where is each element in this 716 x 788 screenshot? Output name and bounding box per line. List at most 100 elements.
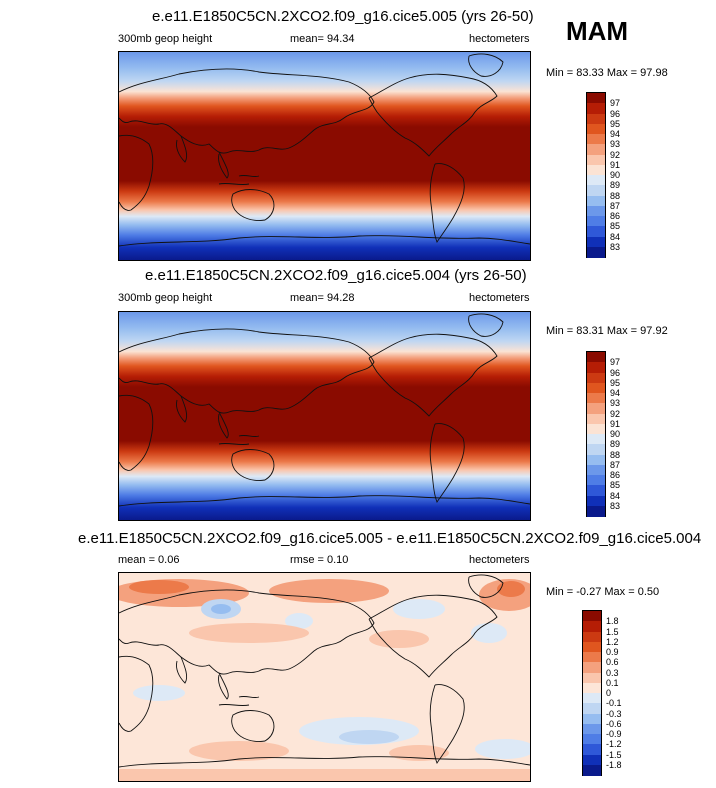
colorbar-swatch <box>583 672 601 684</box>
colorbar-tick-label: -0.9 <box>606 729 622 739</box>
colorbar-tick-label: 92 <box>610 149 621 160</box>
colorbar-tick-label: 93 <box>610 139 621 150</box>
panel-top-mean-label: mean= 94.34 <box>290 33 355 45</box>
colorbar-tick-label: -0.6 <box>606 718 622 729</box>
colorbar-tick-label: 83 <box>610 241 621 252</box>
panel-middle-minmax: Min = 83.31 Max = 97.92 <box>546 325 668 337</box>
colorbar-tick-label: 0 <box>606 688 612 698</box>
colorbar-swatch <box>583 693 601 704</box>
panel-top-map <box>118 51 531 261</box>
colorbar-swatch <box>587 175 605 186</box>
colorbar-swatch <box>583 703 601 714</box>
colorbar-swatch <box>587 195 605 207</box>
colorbar-tick-label: 0.1 <box>606 677 619 688</box>
colorbar-tick-label: 91 <box>610 159 621 170</box>
colorbar-tick-label: 1.2 <box>606 636 619 647</box>
colorbar-swatch <box>583 754 601 766</box>
season-label: MAM <box>566 16 629 46</box>
panel-diff-units-label: hectometers <box>469 554 530 566</box>
colorbar-swatch <box>587 393 605 404</box>
colorbar-swatch <box>587 246 605 258</box>
colorbar-swatch <box>587 454 605 466</box>
colorbar-tick-label: -1.5 <box>606 749 622 760</box>
colorbar-swatch <box>587 505 605 517</box>
colorbar-swatch <box>583 611 601 622</box>
colorbar-swatch <box>587 362 605 373</box>
colorbar-swatch <box>583 682 601 694</box>
colorbar-swatch <box>587 434 605 445</box>
map-field <box>119 573 530 781</box>
colorbar-tick-label: 0.9 <box>606 647 619 657</box>
colorbar-tick-label: 86 <box>610 470 621 480</box>
colorbar-swatch <box>587 144 605 155</box>
colorbar-tick-label: 85 <box>610 221 621 232</box>
colorbar-tick-label: 94 <box>610 129 621 139</box>
colorbar-swatch <box>583 641 601 653</box>
colorbar-swatch <box>587 352 605 363</box>
colorbar-swatch <box>587 485 605 496</box>
panel-diff-rmse-label: rmse = 0.10 <box>290 554 349 566</box>
colorbar-swatch <box>587 216 605 227</box>
colorbar-swatch <box>583 713 601 725</box>
colorbar-swatch <box>587 164 605 176</box>
colorbar-tick-label: 0.3 <box>606 667 619 678</box>
colorbar-swatch <box>583 631 601 643</box>
colorbar-tick-label: -1.2 <box>606 739 622 750</box>
colorbar-swatch <box>583 734 601 745</box>
colorbar-swatch <box>587 185 605 196</box>
colorbar-tick-label: -0.1 <box>606 698 622 709</box>
colorbar-swatch <box>587 403 605 414</box>
colorbar-tick-label: 92 <box>610 408 621 419</box>
colorbar-tick-label: 89 <box>610 180 621 191</box>
colorbar-tick-label: 88 <box>610 449 621 460</box>
colorbar-swatch <box>587 444 605 455</box>
panel-top-minmax: Min = 83.33 Max = 97.98 <box>546 67 668 79</box>
colorbar-swatch <box>583 621 601 632</box>
colorbar-swatch <box>587 205 605 217</box>
colorbar-tick-label: 1.5 <box>606 626 619 637</box>
panel-middle-map <box>118 311 531 521</box>
colorbar-tick-label: 87 <box>610 200 621 211</box>
coastline-layer <box>119 574 530 768</box>
colorbar-swatch <box>587 123 605 135</box>
colorbar-swatch <box>587 382 605 394</box>
colorbar-swatch <box>583 744 601 755</box>
colorbar-tick-label: 94 <box>610 388 621 398</box>
colorbar-swatch <box>587 134 605 145</box>
panel-diff-minmax: Min = -0.27 Max = 0.50 <box>546 586 660 598</box>
colorbar-tick-label: 88 <box>610 190 621 201</box>
colorbar-tick-label: 96 <box>610 108 621 119</box>
panel-top-variable-label: 300mb geop height <box>118 33 213 45</box>
colorbar-tick-label: 96 <box>610 367 621 378</box>
colorbar-swatch <box>587 475 605 486</box>
colorbar-swatch <box>587 93 605 104</box>
colorbar-tick-label: 91 <box>610 418 621 429</box>
panel-middle-colorbar: 97 96 95 94 93 92 91 90 89 88 87 86 85 84 83 <box>586 351 620 517</box>
map-field <box>119 312 530 520</box>
panel-diff-title: e.e11.E1850C5CN.2XCO2.f09_g16.cice5.005 … <box>78 530 702 547</box>
colorbar-tick-label: 87 <box>610 459 621 470</box>
colorbar-swatch <box>587 464 605 476</box>
panel-top-units-label: hectometers <box>469 33 530 45</box>
coastline-layer <box>119 53 530 247</box>
colorbar-tick-label: 83 <box>610 500 621 511</box>
colorbar-swatch <box>587 154 605 166</box>
colorbar-tick-label: 0.6 <box>606 657 619 668</box>
panel-diff-colorbar: 1.8 1.5 1.2 0.9 0.6 0.3 0.1 0 -0.1 -0.3 -0.6 -0.9 -1… <box>582 610 622 776</box>
colorbar-swatch <box>583 662 601 673</box>
colorbar-swatch <box>587 423 605 435</box>
colorbar-tick-label: 84 <box>610 490 621 501</box>
panel-middle-title: e.e11.E1850C5CN.2XCO2.f09_g16.cice5.004 … <box>145 267 527 284</box>
colorbar-swatch <box>583 764 601 776</box>
colorbar-tick-label: 90 <box>610 429 621 439</box>
colorbar-tick-label: 85 <box>610 480 621 491</box>
colorbar-tick-label: 97 <box>610 357 621 368</box>
colorbar-tick-label: 95 <box>610 377 621 388</box>
colorbar-swatch <box>587 413 605 425</box>
panel-diff-mean-label: mean = 0.06 <box>118 554 180 566</box>
panel-middle-mean-label: mean= 94.28 <box>290 292 355 304</box>
map-field <box>119 52 530 260</box>
colorbar-swatch <box>587 226 605 237</box>
colorbar-swatch <box>583 652 601 663</box>
colorbar-tick-label: 89 <box>610 439 621 450</box>
